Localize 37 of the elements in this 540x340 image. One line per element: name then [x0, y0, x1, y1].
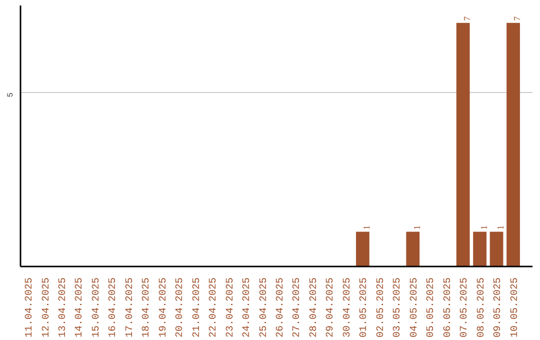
x-tick-label: 21.04.2025: [192, 277, 203, 338]
x-tick-label: 17.04.2025: [124, 277, 136, 338]
x-tick-label: 07.05.2025: [460, 277, 471, 338]
x-tick-label: 09.05.2025: [493, 277, 504, 338]
x-tick-label: 03.05.2025: [392, 277, 404, 338]
x-tick-label: 25.04.2025: [258, 277, 270, 338]
x-tick-label: 08.05.2025: [476, 277, 488, 338]
x-tick-label: 18.04.2025: [142, 277, 153, 338]
x-tick-label: 01.05.2025: [359, 277, 370, 338]
x-tick-label: 30.04.2025: [342, 277, 354, 338]
x-tick-label: 19.04.2025: [158, 277, 170, 338]
x-tick-label: 14.04.2025: [74, 277, 86, 338]
data-label: 7: [462, 16, 472, 21]
x-tick-label: 27.04.2025: [292, 277, 304, 338]
x-tick-label: 16.04.2025: [108, 277, 120, 338]
x-tick-label: 04.05.2025: [409, 277, 420, 338]
x-tick-label: 28.04.2025: [308, 277, 320, 338]
data-label: 7: [512, 16, 522, 21]
x-tick-label: 22.04.2025: [208, 277, 220, 338]
x-tick-label: 24.04.2025: [242, 277, 254, 338]
x-tick-label: 05.05.2025: [426, 277, 438, 338]
x-tick-label: 20.04.2025: [175, 277, 186, 338]
x-tick-label: 26.04.2025: [276, 277, 287, 338]
x-tick-label: 13.04.2025: [58, 277, 69, 338]
x-tick-label: 23.04.2025: [225, 277, 236, 338]
data-label: 1: [496, 225, 506, 230]
x-tick-label: 12.04.2025: [41, 277, 52, 338]
x-tick-label: 15.04.2025: [91, 277, 102, 338]
x-tick-label: 10.05.2025: [510, 277, 521, 338]
x-tick-label: 29.04.2025: [326, 277, 337, 338]
data-label: 1: [412, 225, 422, 230]
data-label: 1: [362, 225, 372, 230]
x-tick-label: 11.04.2025: [24, 277, 36, 338]
data-label: 1: [478, 225, 489, 230]
x-tick-label: 06.05.2025: [442, 277, 454, 338]
y-tick-label: 5: [6, 92, 16, 98]
x-tick-label: 02.05.2025: [376, 277, 387, 338]
